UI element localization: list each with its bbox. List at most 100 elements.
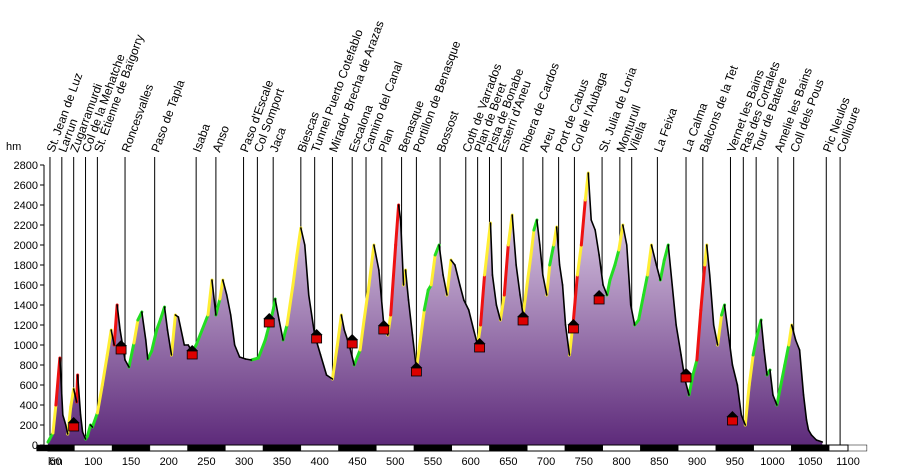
descent-segment [397, 204, 402, 221]
descent-segment [244, 358, 253, 361]
x-axis-ticks: 50 100 150 200 250 300 350 400 450 500 550 600 650 70… [49, 456, 859, 468]
x-tick-label: 350 [273, 456, 291, 468]
descent-segment [790, 324, 797, 341]
climb-segment [389, 243, 398, 317]
descent-segment [399, 219, 405, 286]
climb-segment [132, 318, 140, 345]
climb-segment [194, 328, 204, 347]
km-band-segment [300, 444, 339, 452]
descent-segment [163, 306, 169, 331]
climb-segment [214, 297, 222, 317]
descent-segment [59, 357, 64, 416]
climb-segment [525, 253, 533, 287]
y-tick-label: 800 [20, 360, 38, 372]
marker-roof [67, 417, 80, 423]
descent-segment [319, 354, 328, 376]
climb-segment [46, 431, 55, 444]
descent-segment [177, 316, 186, 346]
x-tick-label: 1050 [798, 456, 822, 468]
descent-segment [89, 424, 94, 428]
descent-segment [708, 274, 715, 326]
place-label: Portillon de Benasque [410, 39, 463, 154]
climb-segment [743, 383, 751, 427]
x-tick-label: 200 [160, 456, 178, 468]
descent-segment [712, 324, 719, 346]
km-band-segment [526, 444, 566, 452]
marker-body [517, 316, 529, 326]
climb-segment [394, 203, 401, 247]
marker-body [263, 318, 275, 328]
climb-segment [662, 243, 670, 262]
km-band-segment [451, 444, 490, 452]
descent-segment [727, 334, 734, 366]
descent-segment [442, 274, 448, 296]
km-band-segment [413, 444, 453, 452]
descent-segment [602, 284, 608, 296]
descent-segment [303, 244, 310, 296]
climb-segment [136, 310, 144, 322]
descent-segment [62, 414, 67, 426]
descent-segment [438, 244, 444, 276]
km-band-segment [677, 444, 717, 452]
km-band-segment [262, 444, 302, 452]
descent-segment [558, 264, 564, 286]
town-markers [67, 290, 739, 432]
descent-segment [736, 384, 743, 416]
marker-roof [186, 345, 199, 351]
climb-segment [358, 318, 366, 352]
y-tick-label: 1800 [14, 260, 38, 272]
climb-segment [498, 293, 506, 322]
climb-segment [54, 356, 62, 407]
climb-segment [548, 243, 556, 267]
descent-segment [815, 439, 824, 443]
descent-segment [124, 359, 130, 368]
x-tick-label: 900 [688, 456, 706, 468]
km-band-segment [187, 444, 226, 452]
descent-segment [667, 244, 673, 286]
climb-segment [642, 273, 650, 297]
climb-segment [150, 328, 159, 353]
x-tick-label: 850 [650, 456, 668, 468]
marker-roof [726, 411, 739, 417]
descent-segment [542, 274, 548, 296]
y-tick-label: 1200 [14, 320, 38, 332]
descent-segment [802, 394, 808, 421]
marker-body [474, 343, 486, 353]
climb-segment [51, 403, 58, 435]
climb-segment [755, 318, 763, 337]
climb-segment [169, 313, 177, 357]
descent-segment [116, 304, 121, 331]
descent-segment [763, 349, 768, 376]
km-band-segment [225, 444, 264, 452]
descent-segment [166, 329, 173, 356]
climb-segment [608, 263, 617, 282]
town-marker [593, 290, 606, 305]
descent-segment [79, 414, 84, 433]
descent-segment [459, 284, 465, 301]
descent-segment [144, 339, 149, 360]
climb-segment [483, 238, 490, 277]
descent-segment [238, 356, 247, 360]
km-band [36, 444, 868, 452]
km-band-segment [338, 444, 377, 452]
climb-segment [422, 288, 430, 312]
climb-segment [658, 258, 666, 282]
x-tick-label: 600 [461, 456, 479, 468]
descent-segment [233, 344, 241, 358]
descent-segment [760, 319, 765, 351]
y-tick-label: 2600 [14, 180, 38, 192]
marker-body [186, 350, 198, 360]
climb-segment [100, 353, 109, 387]
climb-segment [775, 383, 783, 407]
climb-segment [779, 363, 787, 387]
km-band-segment [36, 444, 75, 452]
km-band-segment [149, 444, 188, 452]
climb-segment [352, 348, 362, 367]
x-tick-label: 1000 [760, 456, 784, 468]
climb-segment [218, 278, 225, 301]
town-marker [67, 417, 80, 432]
town-marker [680, 368, 693, 383]
descent-segment [731, 364, 739, 386]
